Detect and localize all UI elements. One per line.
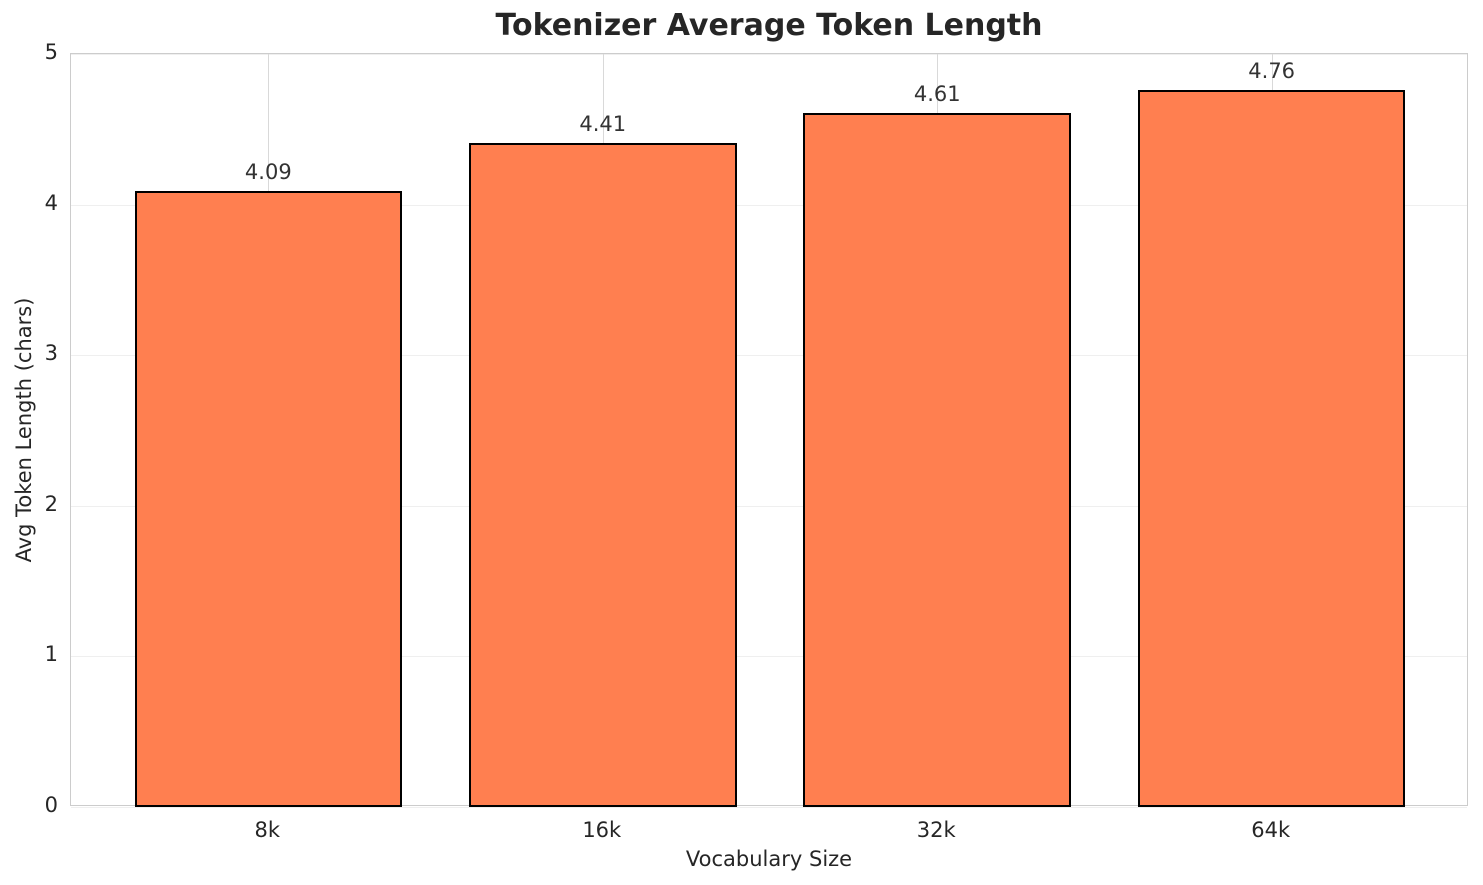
gridline-horizontal (71, 204, 1467, 206)
plot-area: 4.09 4.41 4.61 4.76 (70, 53, 1468, 808)
x-axis-label: Vocabulary Size (685, 847, 853, 871)
chart-title: Tokenizer Average Token Length (495, 8, 1043, 43)
bar-value-label: 4.41 (579, 111, 627, 136)
bar-value-label: 4.76 (1248, 59, 1296, 84)
gridline-horizontal (71, 656, 1467, 658)
y-tick-label: 1 (44, 642, 58, 667)
y-tick-label: 2 (44, 491, 58, 516)
x-tick-label: 16k (582, 818, 622, 842)
y-tick-label: 5 (44, 40, 58, 64)
bar-value-label: 4.61 (913, 81, 961, 106)
y-tick-label: 3 (44, 341, 58, 366)
y-tick-label: 4 (44, 190, 58, 215)
gridline-horizontal (71, 355, 1467, 357)
y-axis-label: Avg Token Length (chars) (12, 297, 36, 563)
bar-value-label: 4.09 (244, 160, 292, 185)
x-tick-label: 64k (1251, 818, 1291, 842)
y-tick-label: 0 (44, 793, 58, 817)
x-tick-label: 8k (254, 818, 281, 842)
bar (1137, 90, 1406, 807)
bar (803, 112, 1071, 807)
gridline-horizontal (71, 807, 1467, 808)
bar (468, 142, 737, 807)
gridline-horizontal (71, 54, 1467, 55)
bar (134, 191, 403, 807)
gridline-horizontal (71, 505, 1467, 507)
x-tick-label: 32k (916, 818, 956, 842)
